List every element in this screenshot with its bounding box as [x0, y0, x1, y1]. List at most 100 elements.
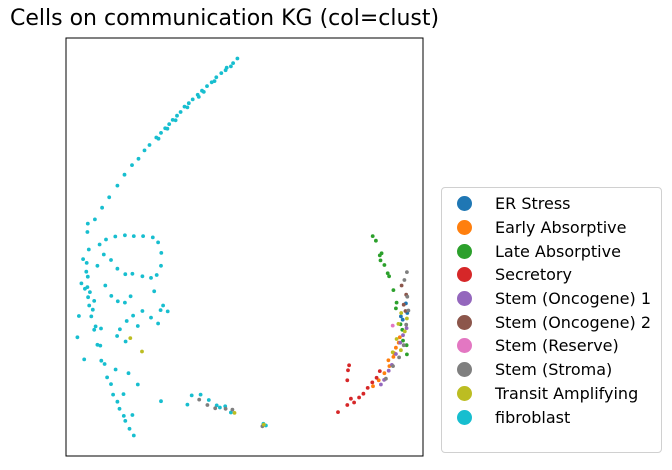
- legend-marker-icon: [457, 220, 472, 236]
- data-point: [394, 345, 398, 350]
- data-point: [190, 97, 195, 102]
- data-point: [197, 397, 202, 402]
- data-point: [404, 343, 409, 348]
- data-point: [219, 71, 224, 75]
- legend-marker-icon: [457, 385, 472, 401]
- legend: ER Stress Early Absorptive Late Absorpti…: [441, 187, 662, 453]
- data-point: [405, 316, 409, 321]
- legend-item: fibroblast: [442, 405, 661, 429]
- data-point: [113, 234, 118, 239]
- data-point: [126, 371, 131, 376]
- data-point: [401, 343, 406, 348]
- data-point: [128, 336, 133, 340]
- data-point: [374, 238, 378, 243]
- data-point: [124, 319, 129, 323]
- data-point: [229, 410, 233, 415]
- data-point: [345, 403, 350, 407]
- data-point: [115, 299, 120, 304]
- data-point: [95, 342, 100, 347]
- data-point: [135, 382, 140, 387]
- data-point: [345, 378, 350, 383]
- data-point: [75, 335, 80, 340]
- data-point: [87, 303, 92, 308]
- data-point: [357, 395, 361, 400]
- data-point: [390, 323, 395, 328]
- data-point: [378, 258, 383, 263]
- data-point: [100, 205, 104, 210]
- legend-item: Secretory: [442, 263, 661, 287]
- data-point: [223, 68, 228, 73]
- legend-label: Early Absorptive: [495, 218, 627, 238]
- data-point: [85, 274, 90, 279]
- data-point: [405, 294, 410, 299]
- data-point: [232, 411, 237, 415]
- data-point: [113, 367, 118, 372]
- data-point: [235, 56, 240, 61]
- data-point: [214, 75, 219, 80]
- data-point: [117, 406, 122, 411]
- legend-item: Transit Amplifying: [442, 382, 661, 406]
- data-point: [109, 294, 114, 298]
- data-point: [142, 148, 147, 153]
- data-point: [99, 326, 103, 331]
- data-point: [336, 410, 340, 414]
- data-point: [158, 308, 163, 312]
- data-point: [349, 396, 353, 401]
- data-point: [122, 172, 127, 177]
- data-point: [88, 290, 92, 294]
- data-point: [156, 240, 161, 245]
- data-point: [397, 355, 401, 360]
- data-point: [82, 357, 87, 362]
- data-point: [156, 136, 161, 141]
- data-point: [403, 309, 408, 313]
- data-point: [102, 362, 107, 366]
- legend-item: Stem (Reserve): [442, 334, 661, 358]
- data-point: [167, 122, 172, 126]
- data-point: [218, 405, 222, 410]
- data-point: [214, 403, 219, 408]
- data-point: [401, 338, 405, 343]
- data-point: [371, 384, 375, 389]
- data-point: [85, 221, 90, 226]
- data-point: [198, 392, 203, 397]
- data-point: [103, 283, 108, 288]
- data-point: [394, 300, 399, 305]
- data-point: [150, 235, 155, 240]
- data-point: [401, 333, 405, 338]
- data-point: [159, 263, 163, 268]
- data-point: [123, 339, 128, 344]
- data-point: [374, 375, 379, 380]
- data-point: [400, 317, 405, 322]
- data-point: [399, 348, 403, 353]
- data-point: [107, 195, 112, 200]
- data-point: [185, 402, 190, 407]
- data-point: [189, 393, 194, 398]
- legend-marker-icon: [457, 338, 472, 354]
- data-point: [396, 322, 401, 326]
- legend-label: Stem (Oncogene) 1: [495, 289, 651, 309]
- data-point: [97, 242, 102, 247]
- legend-label: Stem (Stroma): [495, 360, 613, 380]
- data-point: [111, 392, 115, 397]
- data-point: [115, 266, 120, 271]
- data-point: [140, 274, 145, 279]
- data-point: [173, 118, 178, 123]
- legend-label: Stem (Reserve): [495, 336, 619, 356]
- data-point: [135, 324, 140, 328]
- data-point: [149, 276, 153, 280]
- data-point: [127, 426, 132, 431]
- data-point: [147, 143, 152, 147]
- data-point: [405, 270, 409, 274]
- data-point: [84, 269, 89, 274]
- data-point: [205, 84, 209, 88]
- data-point: [397, 335, 402, 340]
- data-point: [398, 340, 403, 345]
- data-point: [229, 64, 233, 69]
- data-point: [130, 163, 134, 168]
- data-point: [402, 329, 407, 334]
- data-point: [404, 326, 409, 330]
- points-layer: [75, 56, 411, 438]
- data-point: [406, 308, 411, 313]
- data-point: [399, 311, 404, 315]
- data-point: [92, 327, 97, 332]
